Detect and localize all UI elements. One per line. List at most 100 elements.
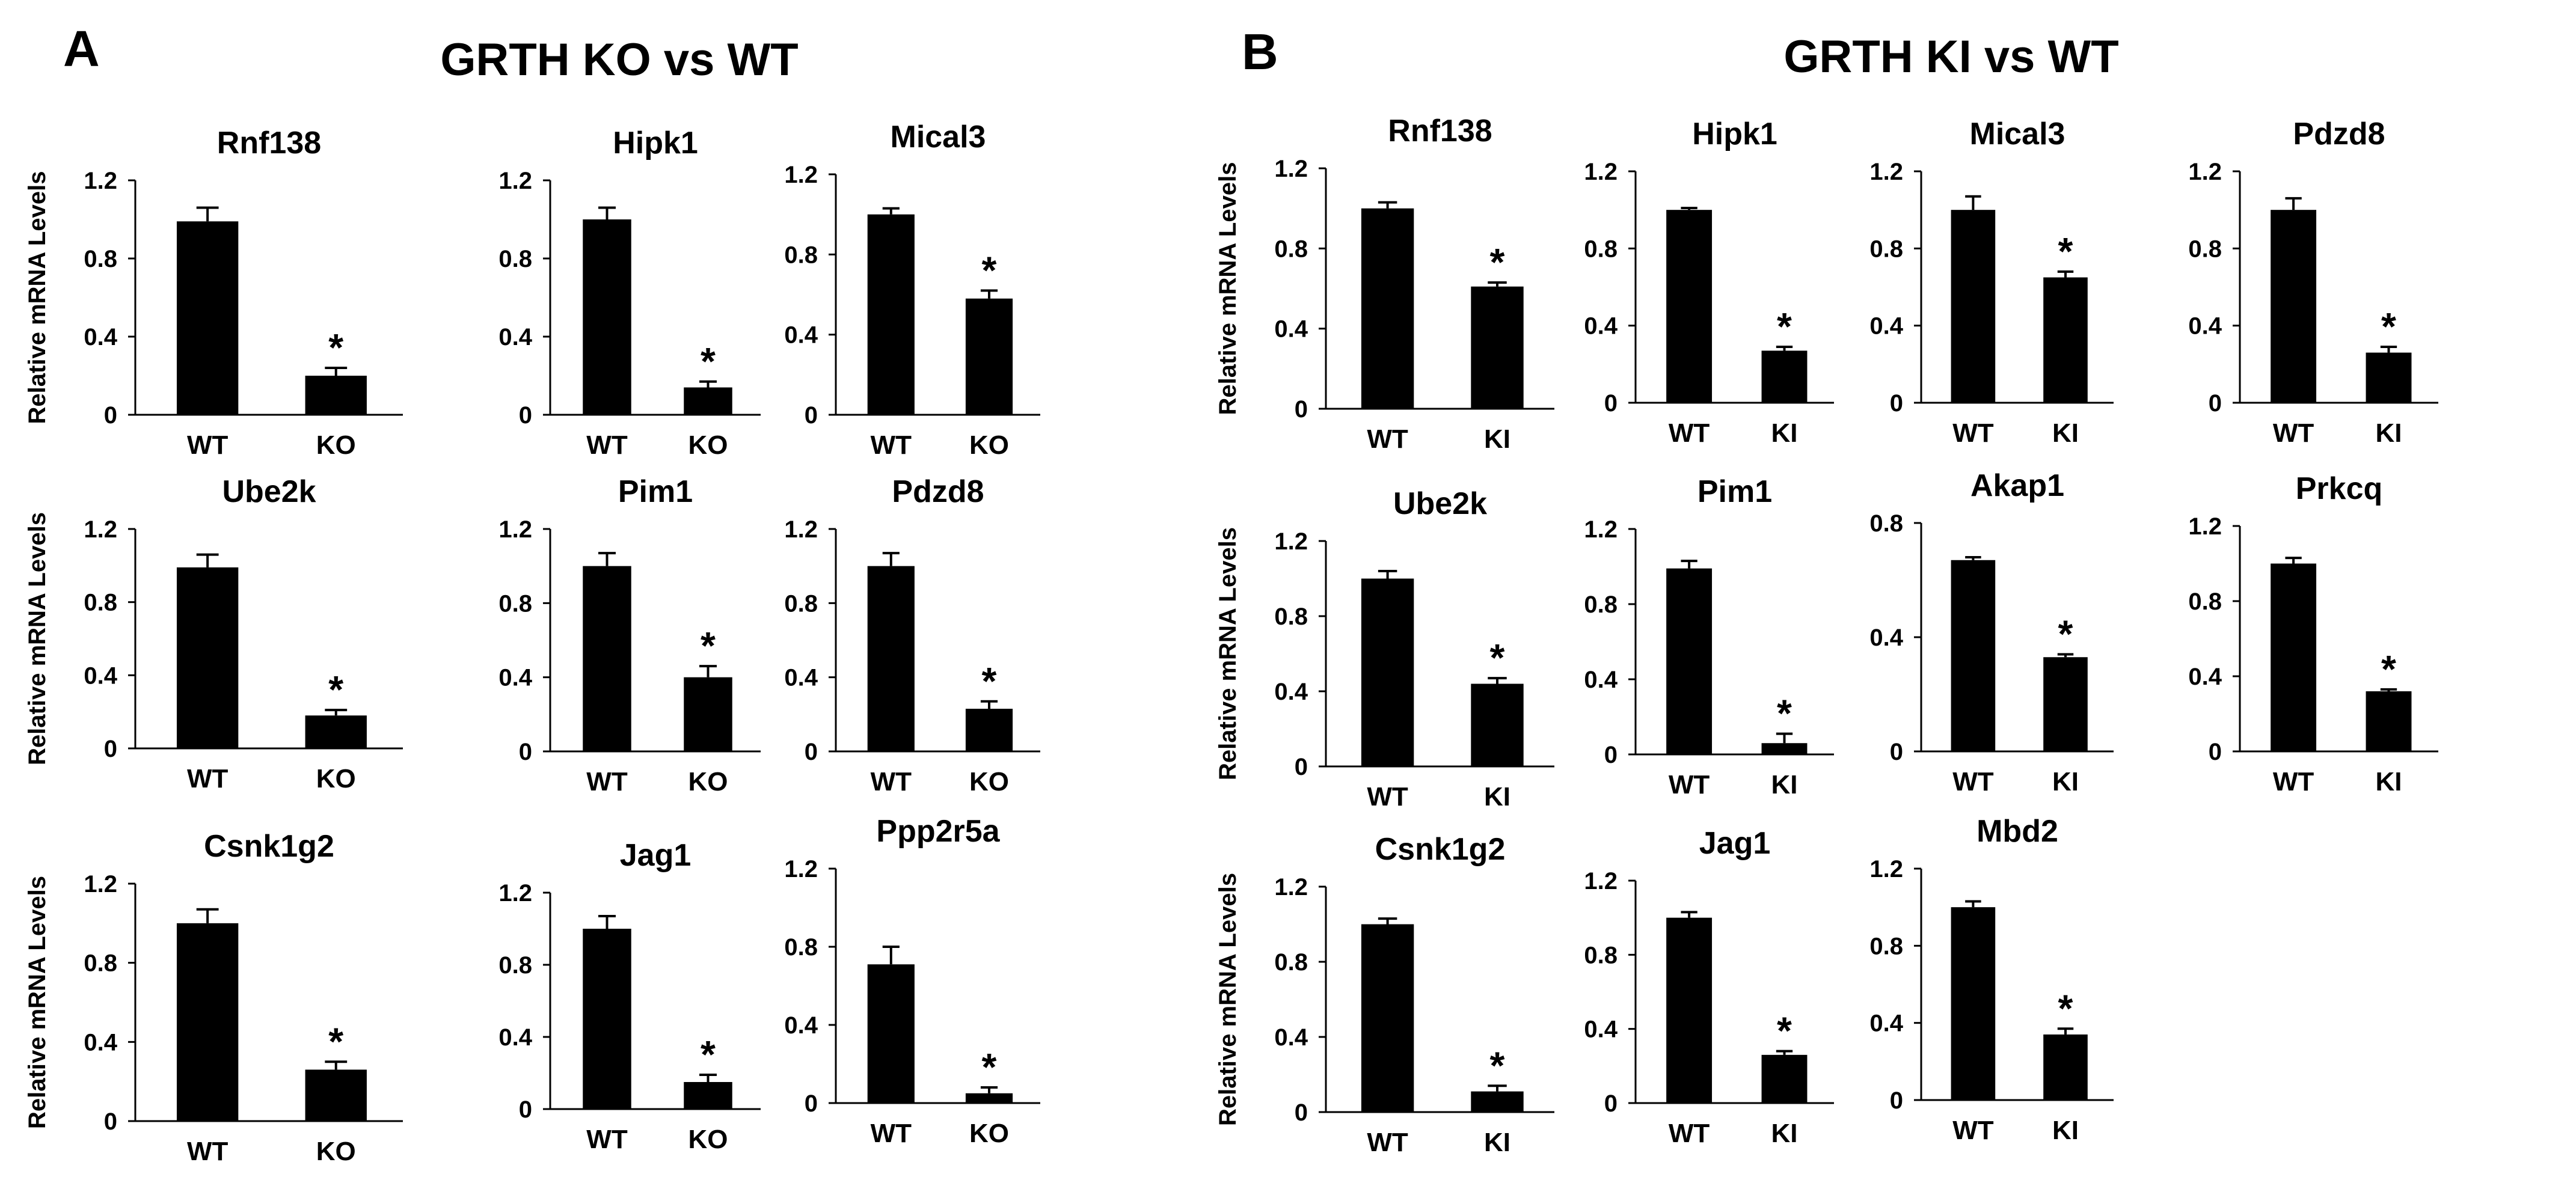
panel-a-title: GRTH KO vs WT	[440, 34, 798, 85]
chart-title: Mical3	[891, 120, 986, 154]
chart-a-pdzd8: Pdzd8 0 0.4 0.8 1.2 WT * KO	[784, 474, 1040, 796]
y-tick-label: 1.2	[84, 168, 117, 194]
chart-title: Pdzd8	[2293, 117, 2385, 151]
bar-wt	[867, 566, 915, 751]
bar-ko	[305, 1069, 367, 1121]
bar-wt	[1361, 208, 1414, 409]
significance-star: *	[328, 668, 343, 711]
x-tick-label-ki: KI	[2376, 418, 2402, 448]
x-tick-label-ko: KO	[316, 764, 356, 793]
y-tick-label: 0.8	[1869, 236, 1903, 262]
x-tick-label-wt: WT	[586, 767, 628, 796]
y-tick-label: 0	[519, 739, 532, 765]
y-tick-label: 0	[1890, 1087, 1903, 1114]
bar-wt	[1666, 210, 1713, 403]
chart-title: Rnf138	[1388, 114, 1492, 148]
bar-ki	[1761, 1054, 1808, 1103]
y-tick-label: 0	[1604, 742, 1618, 768]
x-tick-label-ki: KI	[1484, 424, 1510, 454]
y-tick-label: 0	[104, 1108, 117, 1135]
significance-star: *	[2058, 613, 2073, 656]
bar-ko	[684, 387, 732, 415]
chart-title: Rnf138	[217, 126, 321, 160]
significance-star: *	[328, 1020, 343, 1063]
chart-b-mical3: Mical3 0 0.4 0.8 1.2 WT * KI	[1869, 117, 2114, 448]
chart-title: Mical3	[1970, 117, 2065, 151]
bar-wt	[176, 923, 239, 1121]
y-axis-label: Relative mRNA Levels	[1215, 527, 1241, 780]
panel-b-letter: B	[1242, 23, 1278, 80]
y-axis-label: Relative mRNA Levels	[1215, 162, 1241, 415]
x-tick-label-wt: WT	[871, 767, 912, 796]
bar-ki	[2366, 691, 2412, 751]
y-tick-label: 0.4	[1274, 1024, 1308, 1051]
chart-b-rnf138: Rnf138 0 0.4 0.8 1.2 Relative mRNA Levels WT * K…	[1215, 114, 1554, 454]
chart-title: Akap1	[1970, 468, 2064, 503]
x-tick-label-wt: WT	[1952, 1116, 1994, 1145]
y-tick-label: 0.4	[1584, 667, 1618, 693]
y-tick-label: 0	[1295, 396, 1308, 423]
chart-b-akap1: Akap1 0 0.4 0.8 WT * KI	[1869, 468, 2114, 796]
bar-ko	[305, 715, 367, 748]
chart-title: Pdzd8	[892, 474, 984, 509]
chart-title: Ube2k	[222, 474, 316, 509]
x-tick-label-wt: WT	[2273, 418, 2314, 448]
x-tick-label-wt: WT	[1669, 770, 1710, 799]
chart-b-prkcq: Prkcq 0 0.4 0.8 1.2 WT * KI	[2188, 471, 2438, 796]
x-tick-label-ko: KO	[969, 1119, 1009, 1148]
significance-star: *	[2381, 647, 2396, 691]
y-tick-label: 0.8	[784, 242, 818, 268]
bar-wt	[1666, 568, 1713, 754]
y-tick-label: 0.8	[498, 246, 532, 272]
y-tick-label: 0.4	[784, 665, 818, 691]
y-tick-label: 0	[805, 402, 818, 429]
y-tick-label: 1.2	[498, 168, 532, 194]
chart-title: Pim1	[618, 474, 693, 509]
significance-star: *	[701, 340, 716, 383]
y-tick-label: 0	[1604, 390, 1618, 417]
x-tick-label-wt: WT	[871, 430, 912, 460]
x-tick-label-wt: WT	[1669, 1119, 1710, 1148]
x-tick-label-ko: KO	[316, 1137, 356, 1166]
x-tick-label-ki: KI	[1771, 1119, 1798, 1148]
x-tick-label-wt: WT	[586, 430, 628, 460]
bar-ki	[1471, 683, 1524, 766]
y-tick-label: 0	[2209, 390, 2222, 417]
y-tick-label: 1.2	[1274, 874, 1308, 900]
chart-title: Ube2k	[1393, 486, 1487, 521]
bar-ko	[965, 1093, 1013, 1103]
y-tick-label: 1.2	[1274, 156, 1308, 182]
significance-star: *	[1777, 692, 1792, 735]
x-tick-label-wt: WT	[1367, 782, 1408, 812]
bar-wt	[867, 964, 915, 1103]
y-tick-label: 1.2	[2188, 159, 2222, 185]
panel-a-letter: A	[63, 20, 100, 77]
chart-title: Jag1	[1699, 826, 1771, 861]
chart-a-hipk1: Hipk1 0 0.4 0.8 1.2 WT * KO	[498, 126, 761, 460]
chart-title: Pim1	[1697, 474, 1772, 509]
bar-ki	[2043, 1034, 2088, 1100]
y-tick-label: 0.8	[84, 590, 117, 616]
x-tick-label-ki: KI	[2376, 767, 2402, 796]
y-tick-label: 0.4	[84, 1029, 117, 1056]
bar-ki	[1761, 350, 1808, 403]
y-axis-label: Relative mRNA Levels	[24, 512, 51, 765]
x-tick-label-ko: KO	[969, 430, 1009, 460]
panel-b-title: GRTH KI vs WT	[1783, 31, 2118, 82]
bar-wt	[867, 214, 915, 415]
x-tick-label-wt: WT	[187, 430, 228, 460]
bar-wt	[1951, 907, 1996, 1100]
y-axis-label: Relative mRNA Levels	[24, 171, 51, 424]
significance-star: *	[2058, 986, 2073, 1030]
y-tick-label: 0.4	[1274, 316, 1308, 343]
y-tick-label: 0	[2209, 739, 2222, 765]
bar-ki	[2043, 657, 2088, 751]
bar-ki	[2366, 352, 2412, 403]
y-tick-label: 0.4	[1869, 313, 1903, 340]
x-tick-label-wt: WT	[871, 1119, 912, 1148]
y-tick-label: 1.2	[2188, 513, 2222, 540]
y-tick-label: 0	[1890, 739, 1903, 765]
y-tick-label: 1.2	[784, 856, 818, 882]
significance-star: *	[982, 248, 997, 292]
y-tick-label: 0.4	[1274, 679, 1308, 705]
